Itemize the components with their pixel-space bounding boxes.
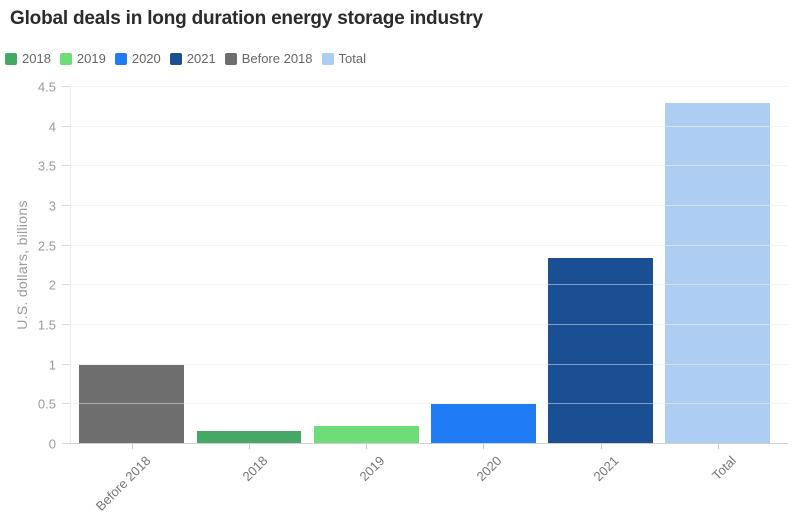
y-axis-tick [62, 443, 70, 444]
plot-area: 0 0.5 1 1.5 2 2.5 3 3.5 4 4.5 Before 2018 2018 2019 2… [38, 80, 788, 514]
gridline [70, 86, 788, 87]
bar-before-2018 [79, 364, 185, 444]
legend-swatch-2021 [169, 52, 182, 65]
x-axis-tick [131, 444, 133, 449]
gridline-overlay [70, 284, 788, 286]
y-axis-tick-label: 0 [48, 436, 56, 452]
x-axis-tick [483, 444, 485, 449]
y-axis-tick [62, 324, 70, 325]
y-axis-tick [62, 205, 70, 206]
y-axis-tick [62, 86, 70, 87]
legend-item-2021: 2021 [169, 51, 216, 66]
y-axis-tick-label: 1 [48, 357, 56, 373]
gridline [70, 403, 788, 405]
x-axis-baseline [70, 443, 788, 444]
legend-swatch-2020 [114, 52, 127, 65]
legend-swatch-2019 [59, 52, 72, 65]
legend-label: 2021 [186, 51, 216, 66]
bar-2019 [313, 425, 419, 444]
legend-item-total: Total [321, 51, 366, 66]
gridline-overlay [70, 165, 788, 167]
legend-swatch-before-2018 [224, 52, 237, 65]
legend-swatch-total [321, 52, 334, 65]
gridline-overlay [70, 363, 788, 365]
y-axis-tick-label: 3 [48, 198, 56, 214]
gridline [70, 363, 788, 365]
gridline [70, 165, 788, 167]
y-axis-tick-label: 1.5 [37, 317, 56, 333]
x-axis-tick [366, 444, 368, 449]
gridline [70, 205, 788, 206]
x-axis-tick [717, 444, 719, 449]
legend-label: 2018 [22, 51, 51, 66]
legend-item-before-2018: Before 2018 [224, 51, 313, 66]
y-axis-tick-label: 4.5 [37, 79, 56, 95]
y-axis-tick-label: 4 [48, 119, 56, 135]
y-axis-tick-label: 2.5 [37, 238, 56, 254]
legend-label: Before 2018 [241, 51, 313, 66]
bar-2018 [196, 430, 302, 444]
legend-label: 2020 [131, 51, 161, 66]
bar-total [665, 102, 771, 444]
legend-swatch-2018 [5, 52, 17, 65]
gridline [70, 284, 788, 286]
y-axis-tick [62, 125, 70, 127]
y-axis-tick-label: 3.5 [37, 158, 56, 174]
gridline-overlay [70, 86, 788, 87]
chart-legend: 2018 2019 2020 2021 Before 2018 Total [5, 51, 375, 66]
y-axis-tick [62, 363, 70, 365]
gridline-overlay [70, 324, 788, 325]
y-axis-line [70, 87, 71, 444]
gridline-overlay [70, 125, 788, 127]
x-axis-tick-label: 2020 [473, 453, 505, 485]
x-axis-tick-label: 2019 [356, 453, 388, 485]
gridline-overlay [70, 205, 788, 206]
bar-2020 [430, 404, 536, 444]
gridline [70, 244, 788, 246]
chart-title: Global deals in long duration energy sto… [10, 8, 483, 29]
x-axis-tick-label: 2018 [239, 453, 271, 485]
x-axis-tick-label: 2021 [590, 453, 622, 485]
x-axis-tick-label: Total [709, 453, 740, 484]
x-axis-tick-label: Before 2018 [92, 453, 154, 514]
y-axis-tick [62, 244, 70, 246]
bar-2021 [548, 257, 653, 444]
legend-label: 2019 [76, 51, 106, 66]
gridline [70, 324, 788, 325]
gridline [70, 125, 788, 127]
y-axis-tick-label: 2 [48, 277, 56, 293]
legend-item-2018: 2018 [5, 51, 51, 66]
y-axis-title: U.S. dollars, billions [14, 200, 30, 330]
gridline-overlay [70, 403, 788, 405]
y-axis-tick-label: 0.5 [37, 396, 56, 412]
legend-item-2020: 2020 [114, 51, 161, 66]
x-axis-tick [600, 444, 602, 449]
legend-item-2019: 2019 [59, 51, 106, 66]
x-axis-tick [248, 444, 250, 449]
y-axis-tick [62, 165, 70, 167]
legend-label: Total [338, 51, 366, 66]
y-axis-tick [62, 403, 70, 405]
y-axis-tick [62, 284, 70, 286]
gridline-overlay [70, 244, 788, 246]
